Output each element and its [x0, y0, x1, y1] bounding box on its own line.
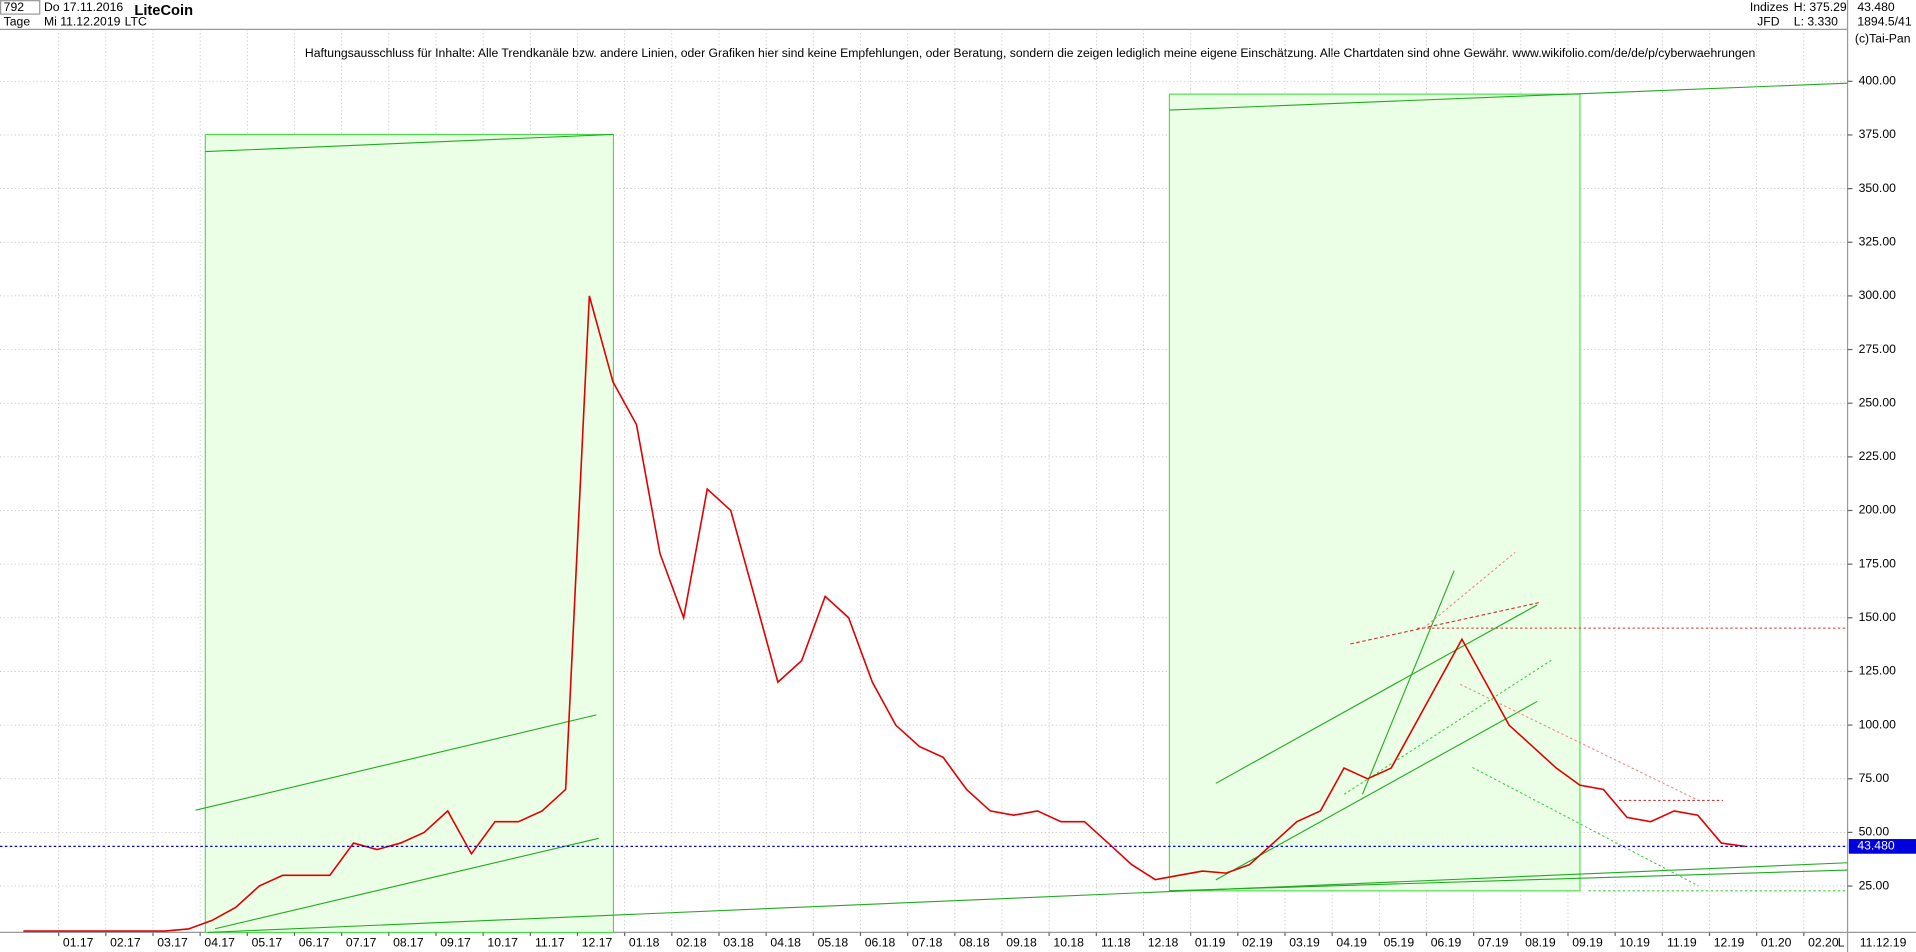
x-tick-label: 12.18: [1148, 936, 1179, 950]
trend-line: [1459, 683, 1699, 801]
box: [204, 133, 614, 933]
x-tick-label: 02.20: [1808, 936, 1839, 950]
price-line: [23, 295, 1746, 932]
group: Indizes: [1750, 0, 1789, 14]
x-tick-label: 02.17: [110, 936, 141, 950]
x-tick-label: 10.19: [1619, 936, 1650, 950]
y-tick-label: 250.00: [1859, 395, 1897, 409]
disclaimer: Haftungsausschluss für Inhalte: Alle Tre…: [305, 46, 1755, 60]
corner-label: L: [1838, 936, 1845, 950]
trend-line: [1423, 551, 1516, 629]
x-tick-label: 09.17: [440, 936, 471, 950]
x-tick-label: 05.19: [1384, 936, 1415, 950]
trend-line: [1169, 82, 1848, 111]
plot: [0, 295, 1848, 932]
y-tick-label: 150.00: [1859, 610, 1897, 624]
x-tick-label: 07.18: [912, 936, 943, 950]
x-tick-label: 03.19: [1289, 936, 1320, 950]
y-tick-label: 175.00: [1859, 556, 1897, 570]
x-tick-label: 05.17: [252, 936, 283, 950]
y-tick-label: 75.00: [1859, 771, 1890, 785]
x-tick-label: 01.17: [63, 936, 94, 950]
x-tick-label: 09.19: [1572, 936, 1603, 950]
y-tick-label: 225.00: [1859, 449, 1897, 463]
x-tick-label: 08.19: [1525, 936, 1556, 950]
x-tick-label: 11.17: [535, 936, 565, 950]
trend-line: [214, 837, 599, 930]
y-tick-label: 375.00: [1859, 127, 1897, 141]
x-tick-label: 04.19: [1336, 936, 1367, 950]
period[interactable]: Tage: [4, 14, 31, 28]
x-tick-label: 04.17: [204, 936, 235, 950]
trend-line: [1361, 570, 1455, 795]
trend-line: [1350, 601, 1540, 645]
y-tick-label: 275.00: [1859, 342, 1897, 356]
y-tick-label: 350.00: [1859, 181, 1897, 195]
trend-line: [1472, 766, 1699, 887]
title: LiteCoin: [134, 3, 193, 19]
x-tick-label: 08.17: [393, 936, 424, 950]
last: 43.480: [1857, 0, 1895, 14]
x-tick-label: 05.18: [818, 936, 849, 950]
current-price-badge: [1848, 839, 1916, 854]
x-tick-label: 10.18: [1053, 936, 1084, 950]
trend-line: [195, 714, 597, 811]
x-tick-label: 01.19: [1195, 936, 1226, 950]
x-tick-label: 01.20: [1761, 936, 1792, 950]
high: H: 375.29: [1794, 0, 1847, 14]
trend-line: [1343, 659, 1553, 795]
y-tick-label: 50.00: [1859, 825, 1890, 839]
y-tick-label: 400.00: [1859, 74, 1897, 88]
bar-count-box[interactable]: [0, 0, 41, 15]
trend-line: [207, 862, 1848, 933]
date-from: Do 17.11.2016: [44, 0, 123, 14]
x-tick-label: 04.18: [770, 936, 801, 950]
y-tick-label: 200.00: [1859, 503, 1897, 517]
trend-line: [205, 133, 614, 153]
x-tick-label: 01.18: [629, 936, 660, 950]
trend-line: [1215, 604, 1538, 784]
scale: 1894.5/41: [1857, 14, 1912, 28]
x-tick-label: 03.17: [157, 936, 188, 950]
x-tick-label: 09.18: [1006, 936, 1037, 950]
copyright: (c)Tai-Pan: [1855, 31, 1911, 45]
x-tick-label: 08.18: [959, 936, 990, 950]
x-tick-label: 06.19: [1431, 936, 1462, 950]
x-tick-label: 07.19: [1478, 936, 1509, 950]
x-tick-label: 06.17: [299, 936, 330, 950]
y-tick-label: 325.00: [1859, 234, 1897, 248]
x-end-label: 11.12.19: [1860, 936, 1907, 950]
low: L: 3.330: [1794, 14, 1838, 28]
current-price-label: 43.480: [1857, 839, 1895, 853]
y-tick-label: 300.00: [1859, 288, 1897, 302]
x-tick-label: 02.18: [676, 936, 707, 950]
y-tick-label: 25.00: [1859, 878, 1890, 892]
annotations: [195, 82, 1848, 933]
x-tick-label: 11.19: [1667, 936, 1697, 950]
source: JFD: [1757, 14, 1780, 28]
trend-line: [1169, 869, 1848, 892]
symbol: LTC: [125, 14, 147, 28]
y-tick-label: 100.00: [1859, 717, 1897, 731]
bar-count: 792: [4, 0, 25, 14]
x-tick-label: 07.17: [346, 936, 377, 950]
y-tick-label: 125.00: [1859, 664, 1897, 678]
box: [1168, 93, 1581, 892]
x-tick-label: 02.19: [1242, 936, 1273, 950]
x-tick-label: 10.17: [487, 936, 518, 950]
date-to: Mi 11.12.2019: [44, 14, 121, 28]
x-tick-label: 12.17: [582, 936, 613, 950]
x-tick-label: 11.18: [1101, 936, 1131, 950]
x-tick-label: 06.18: [865, 936, 896, 950]
trend-line: [1215, 700, 1538, 881]
x-tick-label: 12.19: [1714, 936, 1745, 950]
x-tick-label: 03.18: [723, 936, 754, 950]
